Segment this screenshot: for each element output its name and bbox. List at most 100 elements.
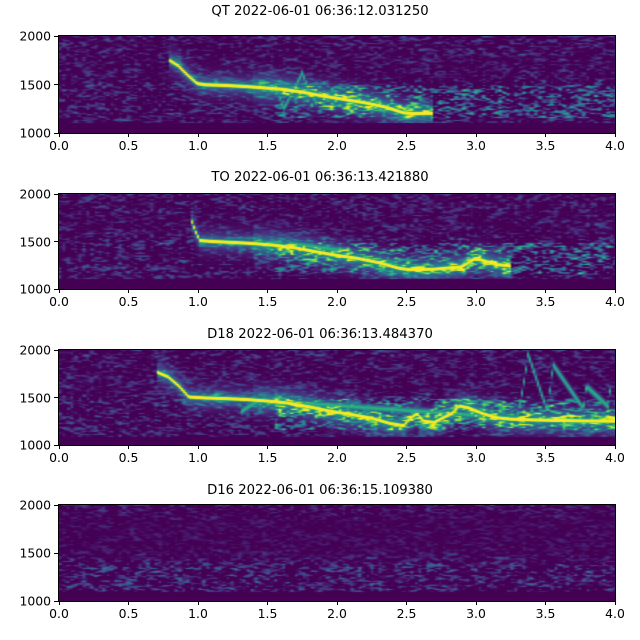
x-tick xyxy=(267,445,268,449)
x-tick-label: 1.0 xyxy=(188,138,208,153)
x-tick xyxy=(545,445,546,449)
y-tick xyxy=(54,444,58,446)
x-tick xyxy=(197,601,199,605)
x-tick xyxy=(336,445,338,449)
x-tick-label: 0.0 xyxy=(49,294,69,309)
y-tick xyxy=(54,397,58,398)
y-tick xyxy=(54,193,58,195)
x-tick-label: 2.0 xyxy=(327,294,347,309)
x-tick-label: 2.0 xyxy=(327,606,347,621)
y-tick xyxy=(54,504,58,506)
y-tick xyxy=(54,241,58,242)
x-tick xyxy=(128,445,129,449)
x-tick xyxy=(406,601,407,605)
x-tick-label: 2.5 xyxy=(396,450,417,465)
x-tick xyxy=(336,289,338,293)
x-tick-label: 1.5 xyxy=(257,138,278,153)
x-tick-label: 1.5 xyxy=(257,606,278,621)
x-tick xyxy=(475,445,477,449)
y-tick-label: 2000 xyxy=(19,342,51,358)
y-tick-label: 1500 xyxy=(19,390,51,405)
x-tick xyxy=(58,289,60,293)
x-tick-label: 3.0 xyxy=(466,294,486,309)
x-tick-label: 4.0 xyxy=(605,606,625,621)
axes-area-d18 xyxy=(57,348,616,446)
y-tick-label: 1000 xyxy=(19,125,51,141)
x-tick xyxy=(267,133,268,137)
x-tick xyxy=(475,289,477,293)
x-tick xyxy=(336,133,338,137)
x-tick-label: 0.0 xyxy=(49,606,69,621)
spectrogram-surface xyxy=(58,349,615,445)
x-tick xyxy=(267,601,268,605)
x-tick-label: 1.5 xyxy=(257,450,278,465)
spectrogram-image-d16 xyxy=(58,504,615,601)
x-tick xyxy=(614,289,616,293)
x-tick xyxy=(614,445,616,449)
x-tick xyxy=(197,445,199,449)
panel-title-qt: QT 2022-06-01 06:36:12.031250 xyxy=(211,4,429,19)
x-tick xyxy=(197,133,199,137)
x-tick xyxy=(545,601,546,605)
y-tick-label: 1500 xyxy=(19,234,51,249)
x-tick-label: 4.0 xyxy=(605,294,625,309)
y-tick xyxy=(54,132,58,134)
x-tick-label: 0.5 xyxy=(118,606,139,621)
x-tick-label: 1.0 xyxy=(188,450,208,465)
x-tick xyxy=(406,289,407,293)
spectrogram-image-to xyxy=(58,193,615,289)
x-tick xyxy=(475,133,477,137)
x-tick-label: 4.0 xyxy=(605,138,625,153)
x-tick xyxy=(58,601,60,605)
x-tick xyxy=(336,601,338,605)
spectrogram-image-qt xyxy=(58,35,615,133)
x-tick xyxy=(406,445,407,449)
x-tick-label: 2.5 xyxy=(396,606,417,621)
x-tick-label: 2.0 xyxy=(327,450,347,465)
x-tick-label: 2.5 xyxy=(396,138,417,153)
x-tick xyxy=(545,133,546,137)
x-tick xyxy=(58,445,60,449)
x-tick-label: 0.5 xyxy=(118,450,139,465)
y-tick xyxy=(54,349,58,351)
spectrogram-surface xyxy=(58,193,615,289)
y-tick xyxy=(54,600,58,602)
x-tick xyxy=(128,601,129,605)
y-tick-label: 2000 xyxy=(19,497,51,513)
x-tick xyxy=(128,133,129,137)
x-tick-label: 0.5 xyxy=(118,294,139,309)
x-tick-label: 2.5 xyxy=(396,294,417,309)
x-tick xyxy=(406,133,407,137)
x-tick xyxy=(475,601,477,605)
y-tick-label: 1500 xyxy=(19,77,51,92)
axes-area-qt xyxy=(57,34,616,134)
y-tick xyxy=(54,288,58,290)
x-tick-label: 0.5 xyxy=(118,138,139,153)
x-tick xyxy=(128,289,129,293)
y-tick-label: 1000 xyxy=(19,281,51,297)
x-tick-label: 3.0 xyxy=(466,606,486,621)
x-tick-label: 2.0 xyxy=(327,138,347,153)
x-tick-label: 3.5 xyxy=(535,606,556,621)
x-tick-label: 3.5 xyxy=(535,450,556,465)
y-tick-label: 1500 xyxy=(19,545,51,561)
x-tick-label: 3.0 xyxy=(466,450,486,465)
x-tick-label: 1.0 xyxy=(188,606,208,621)
x-tick xyxy=(545,289,546,293)
y-tick xyxy=(54,84,58,85)
y-tick xyxy=(54,552,58,554)
x-tick xyxy=(58,133,60,137)
x-tick-label: 4.0 xyxy=(605,450,625,465)
y-tick xyxy=(54,35,58,37)
x-tick xyxy=(197,289,199,293)
y-tick-label: 1000 xyxy=(19,593,51,609)
x-tick-label: 0.0 xyxy=(49,450,69,465)
panel-title-to: TO 2022-06-01 06:36:13.421880 xyxy=(211,170,429,185)
x-tick-label: 3.0 xyxy=(466,138,486,153)
y-tick-label: 2000 xyxy=(19,186,51,202)
axes-area-d16 xyxy=(57,503,616,602)
y-tick-label: 2000 xyxy=(19,28,51,44)
x-tick-label: 1.0 xyxy=(188,294,208,309)
x-tick-label: 1.5 xyxy=(257,294,278,309)
